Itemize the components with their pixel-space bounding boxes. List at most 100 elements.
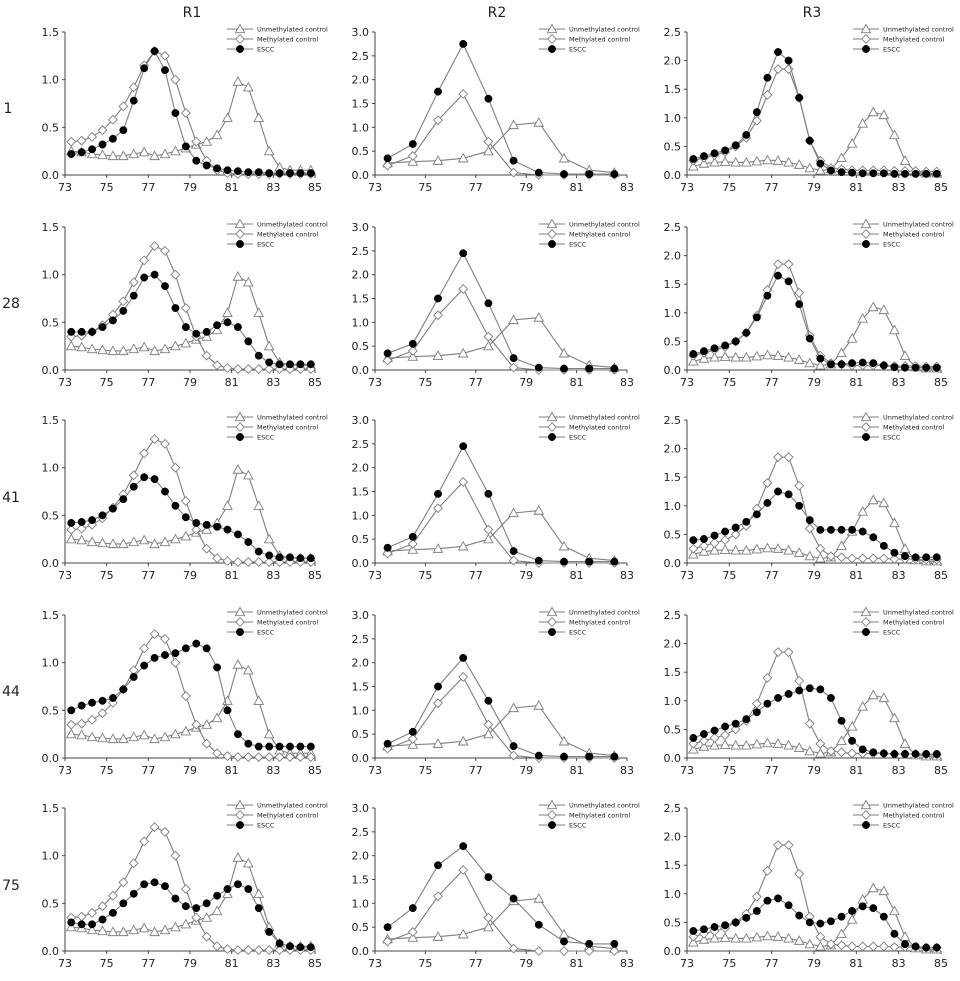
melt-panel: 0.0 0.5 1.0 1.5 2.0 2.5 73 75 77 79 81 83 85 Unmethyl… xyxy=(664,799,954,970)
legend-marker-methylated-control xyxy=(861,34,871,44)
x-tick-label: 81 xyxy=(225,764,239,777)
data-point-escc xyxy=(296,943,305,952)
data-point-escc xyxy=(150,270,159,279)
data-point-unmethylated-control xyxy=(533,505,545,515)
legend-marker-methylated-control xyxy=(235,617,245,627)
data-point-escc xyxy=(244,739,253,748)
data-point-methylated-control xyxy=(66,719,77,730)
legend-marker-escc xyxy=(236,821,244,829)
data-point-escc xyxy=(223,318,232,327)
x-tick-label: 83 xyxy=(892,957,906,970)
data-point-escc xyxy=(306,742,315,751)
data-point-methylated-control xyxy=(149,241,160,252)
y-tick-label: 1.5 xyxy=(664,83,682,96)
data-point-unmethylated-control xyxy=(804,357,816,368)
data-point-escc xyxy=(826,525,835,534)
y-tick-label: 2.5 xyxy=(664,609,682,622)
legend-marker-unmethylated-control xyxy=(546,411,558,422)
legend-label-unmethylated-control: Unmethylated control xyxy=(257,25,328,33)
data-point-escc xyxy=(181,323,190,332)
data-point-unmethylated-control xyxy=(687,936,699,947)
data-point-escc xyxy=(213,522,222,531)
data-point-methylated-control xyxy=(253,752,264,762)
data-point-unmethylated-control xyxy=(138,922,150,933)
series-line-methylated-control xyxy=(387,481,615,564)
y-tick-label: 0.0 xyxy=(42,945,60,958)
data-point-unmethylated-control xyxy=(483,340,494,351)
data-point-escc xyxy=(202,327,211,336)
data-point-unmethylated-control xyxy=(899,931,911,941)
x-tick-label: 77 xyxy=(141,957,155,970)
data-point-unmethylated-control xyxy=(117,345,129,356)
data-point-methylated-control xyxy=(170,74,181,85)
data-point-methylated-control xyxy=(66,136,77,147)
y-tick-label: 1.5 xyxy=(664,666,682,679)
data-point-unmethylated-control xyxy=(149,926,160,937)
data-point-methylated-control xyxy=(264,364,275,374)
x-tick-label: 73 xyxy=(58,181,72,194)
x-tick-label: 75 xyxy=(418,764,432,777)
data-point-escc xyxy=(67,706,76,715)
data-point-escc xyxy=(585,557,594,566)
data-point-escc xyxy=(296,169,305,178)
x-tick-label: 85 xyxy=(934,569,948,582)
data-point-escc xyxy=(296,742,305,751)
x-tick-label: 79 xyxy=(183,764,197,777)
legend-marker-methylated-control xyxy=(235,422,245,432)
legend-marker-methylated-control xyxy=(861,229,871,239)
data-point-escc xyxy=(901,750,909,758)
data-point-escc xyxy=(509,742,518,751)
data-point-methylated-control xyxy=(66,524,77,535)
data-point-methylated-control xyxy=(232,752,243,762)
y-tick-label: 2.0 xyxy=(352,74,370,87)
data-point-unmethylated-control xyxy=(211,712,223,723)
data-point-unmethylated-control xyxy=(107,733,119,744)
data-point-escc xyxy=(140,473,149,482)
data-point-unmethylated-control xyxy=(107,538,119,549)
data-point-unmethylated-control xyxy=(836,540,847,550)
x-tick-label: 73 xyxy=(368,957,382,970)
data-point-methylated-control xyxy=(180,496,191,506)
data-point-methylated-control xyxy=(825,551,836,562)
data-point-unmethylated-control xyxy=(117,538,129,549)
data-point-methylated-control xyxy=(773,259,783,270)
data-point-unmethylated-control xyxy=(97,344,108,355)
data-point-methylated-control xyxy=(508,943,519,954)
data-point-methylated-control xyxy=(76,523,87,534)
legend-marker-escc xyxy=(236,240,244,248)
data-point-unmethylated-control xyxy=(76,534,88,545)
data-point-escc xyxy=(922,750,931,758)
data-point-unmethylated-control xyxy=(687,743,699,754)
data-point-escc xyxy=(108,908,117,917)
data-point-unmethylated-control xyxy=(128,731,140,742)
data-point-unmethylated-control xyxy=(149,150,160,161)
data-point-unmethylated-control xyxy=(180,530,192,541)
legend-label-escc: ESCC xyxy=(257,821,275,829)
legend-marker-escc xyxy=(548,821,556,829)
y-tick-label: 0.0 xyxy=(664,169,682,182)
data-point-unmethylated-control xyxy=(698,353,710,363)
data-point-escc xyxy=(869,533,878,542)
y-tick-label: 0.5 xyxy=(664,140,682,153)
data-point-escc xyxy=(161,487,169,496)
x-tick-label: 79 xyxy=(519,376,533,389)
data-point-unmethylated-control xyxy=(86,731,98,742)
row-label-44: 44 xyxy=(2,684,20,700)
data-point-unmethylated-control xyxy=(222,112,233,122)
data-point-methylated-control xyxy=(847,941,858,952)
data-point-unmethylated-control xyxy=(128,924,140,935)
data-point-unmethylated-control xyxy=(730,932,742,943)
data-point-unmethylated-control xyxy=(687,160,699,171)
data-point-unmethylated-control xyxy=(533,700,545,710)
data-point-unmethylated-control xyxy=(128,343,140,354)
y-tick-label: 1.5 xyxy=(664,859,682,872)
data-point-methylated-control xyxy=(889,554,900,564)
data-point-escc xyxy=(784,901,793,910)
data-point-unmethylated-control xyxy=(128,148,140,159)
x-tick-label: 83 xyxy=(892,569,906,582)
x-tick-label: 83 xyxy=(620,376,634,389)
data-point-methylated-control xyxy=(836,552,847,563)
y-tick-label: 3.0 xyxy=(352,802,370,815)
data-point-methylated-control xyxy=(878,553,889,564)
data-point-methylated-control xyxy=(730,724,741,735)
